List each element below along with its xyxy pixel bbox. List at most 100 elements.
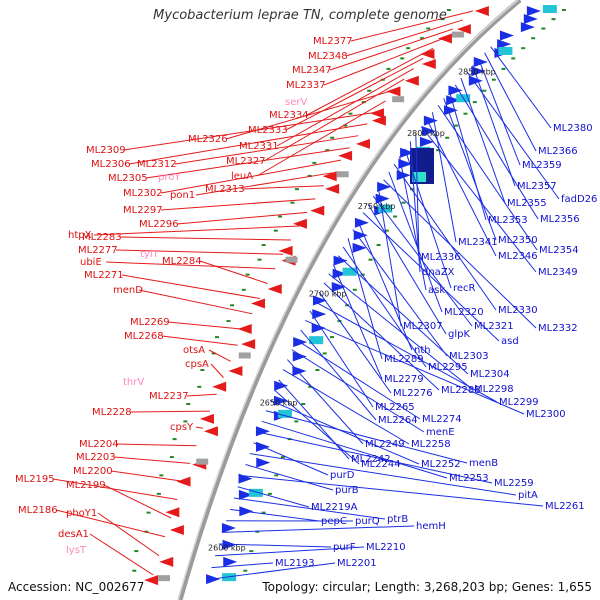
- leader-line: [261, 420, 448, 479]
- reverse-gene-label: ML2186: [18, 505, 58, 516]
- forward-gene-label: ML2304: [470, 369, 510, 380]
- tick-mark: [352, 288, 357, 291]
- forward-gene-arrow: [423, 115, 438, 126]
- tick-mark: [307, 174, 312, 177]
- tick-mark: [294, 420, 299, 423]
- cds-block: [277, 409, 292, 418]
- cds-block: [196, 458, 209, 465]
- leader-line: [484, 52, 537, 152]
- tick-mark: [243, 569, 248, 572]
- leader-line: [328, 273, 473, 390]
- leader-line: [347, 238, 383, 360]
- forward-gene-label: ML2258: [411, 439, 451, 450]
- tick-mark: [551, 18, 556, 21]
- reverse-gene-arrow: [404, 75, 419, 86]
- leader-line: [128, 123, 368, 165]
- tick-mark: [393, 215, 398, 218]
- leader-line: [145, 147, 350, 179]
- reverse-gene-arrow: [292, 218, 307, 229]
- tick-mark: [261, 511, 266, 514]
- tick-mark: [345, 304, 350, 307]
- forward-gene-arrow: [255, 426, 270, 437]
- leader-line: [383, 179, 537, 329]
- tick-mark: [436, 149, 441, 152]
- forward-gene-arrow: [223, 556, 238, 567]
- rna-gene-label: thrV: [123, 377, 144, 388]
- tick-mark: [531, 37, 536, 40]
- forward-gene-arrow: [448, 85, 463, 96]
- tick-mark: [226, 320, 231, 323]
- leader-line: [186, 393, 217, 397]
- cds-block: [412, 172, 426, 182]
- tick-mark: [301, 403, 306, 405]
- leader-line: [52, 478, 178, 501]
- reverse-gene-label: ML2297: [123, 205, 163, 216]
- tick-mark: [541, 27, 546, 30]
- leader-line: [265, 410, 468, 464]
- reverse-gene-label: cpsY: [170, 422, 194, 433]
- leader-line: [388, 171, 443, 313]
- forward-gene-label: pepC: [321, 516, 347, 527]
- forward-gene-arrow: [311, 323, 326, 334]
- reverse-gene-arrow: [228, 365, 243, 376]
- tick-mark: [294, 188, 299, 191]
- reverse-gene-arrow: [437, 33, 452, 44]
- leader-line: [93, 225, 300, 236]
- leader-lines-layer: [52, 10, 560, 581]
- reverse-gene-label: ML2347: [292, 65, 332, 76]
- reverse-gene-label: ML2203: [76, 452, 116, 463]
- reverse-gene-label: ubiE: [80, 257, 102, 268]
- tick-mark: [215, 336, 220, 339]
- forward-gene-arrow: [526, 6, 541, 17]
- tick-mark: [261, 244, 266, 247]
- forward-gene-arrow: [421, 126, 436, 137]
- forward-gene-label: recR: [453, 283, 476, 294]
- forward-gene-arrow: [333, 255, 348, 266]
- scale-label: 2750 kbp: [358, 202, 396, 211]
- leader-line: [367, 204, 447, 335]
- leader-line: [350, 10, 474, 42]
- forward-gene-arrow: [497, 39, 512, 50]
- leader-line: [362, 212, 500, 342]
- scale-label: 2850 kbp: [458, 67, 496, 76]
- reverse-gene-label: ML2337: [286, 80, 326, 91]
- leader-line: [256, 100, 386, 177]
- reverse-gene-arrow: [169, 524, 184, 535]
- tick-mark: [172, 438, 177, 441]
- leader-line: [176, 211, 308, 225]
- reverse-gene-arrow: [212, 381, 227, 392]
- reverse-gene-label: ML2284: [162, 256, 202, 267]
- leader-line: [242, 185, 324, 190]
- reverse-gene-label: ML2312: [137, 159, 177, 170]
- leader-line: [454, 84, 539, 220]
- reverse-gene-label: ML2302: [123, 188, 163, 199]
- tick-mark: [273, 229, 278, 232]
- leader-line: [431, 112, 457, 243]
- leader-line: [123, 111, 377, 151]
- leader-line: [167, 321, 246, 330]
- tick-mark: [482, 89, 487, 92]
- forward-gene-arrow: [354, 217, 369, 228]
- forward-gene-arrow: [468, 75, 483, 86]
- reverse-gene-label: ML2269: [130, 317, 170, 328]
- reverse-gene-arrow: [355, 138, 370, 149]
- tick-mark: [376, 244, 381, 247]
- tick-mark: [146, 511, 151, 514]
- cds-block: [342, 267, 357, 276]
- forward-gene-arrow: [256, 457, 271, 468]
- forward-gene-label: ML2253: [449, 473, 489, 484]
- leader-line: [420, 126, 537, 273]
- reverse-gene-arrow: [421, 59, 436, 70]
- leader-line: [342, 246, 427, 368]
- reverse-gene-label: htpX: [68, 230, 92, 241]
- leader-line: [460, 78, 506, 204]
- forward-gene-arrow: [238, 489, 253, 500]
- tick-mark: [315, 368, 320, 371]
- forward-gene-arrow: [520, 22, 535, 33]
- forward-gene-arrow: [312, 309, 327, 320]
- reverse-gene-arrow: [371, 115, 386, 126]
- cds-block: [336, 171, 349, 178]
- forward-gene-arrow: [523, 13, 538, 24]
- genome-title: Mycobacterium leprae TN, complete genome: [153, 8, 447, 23]
- forward-gene-label: ML2330: [498, 305, 538, 316]
